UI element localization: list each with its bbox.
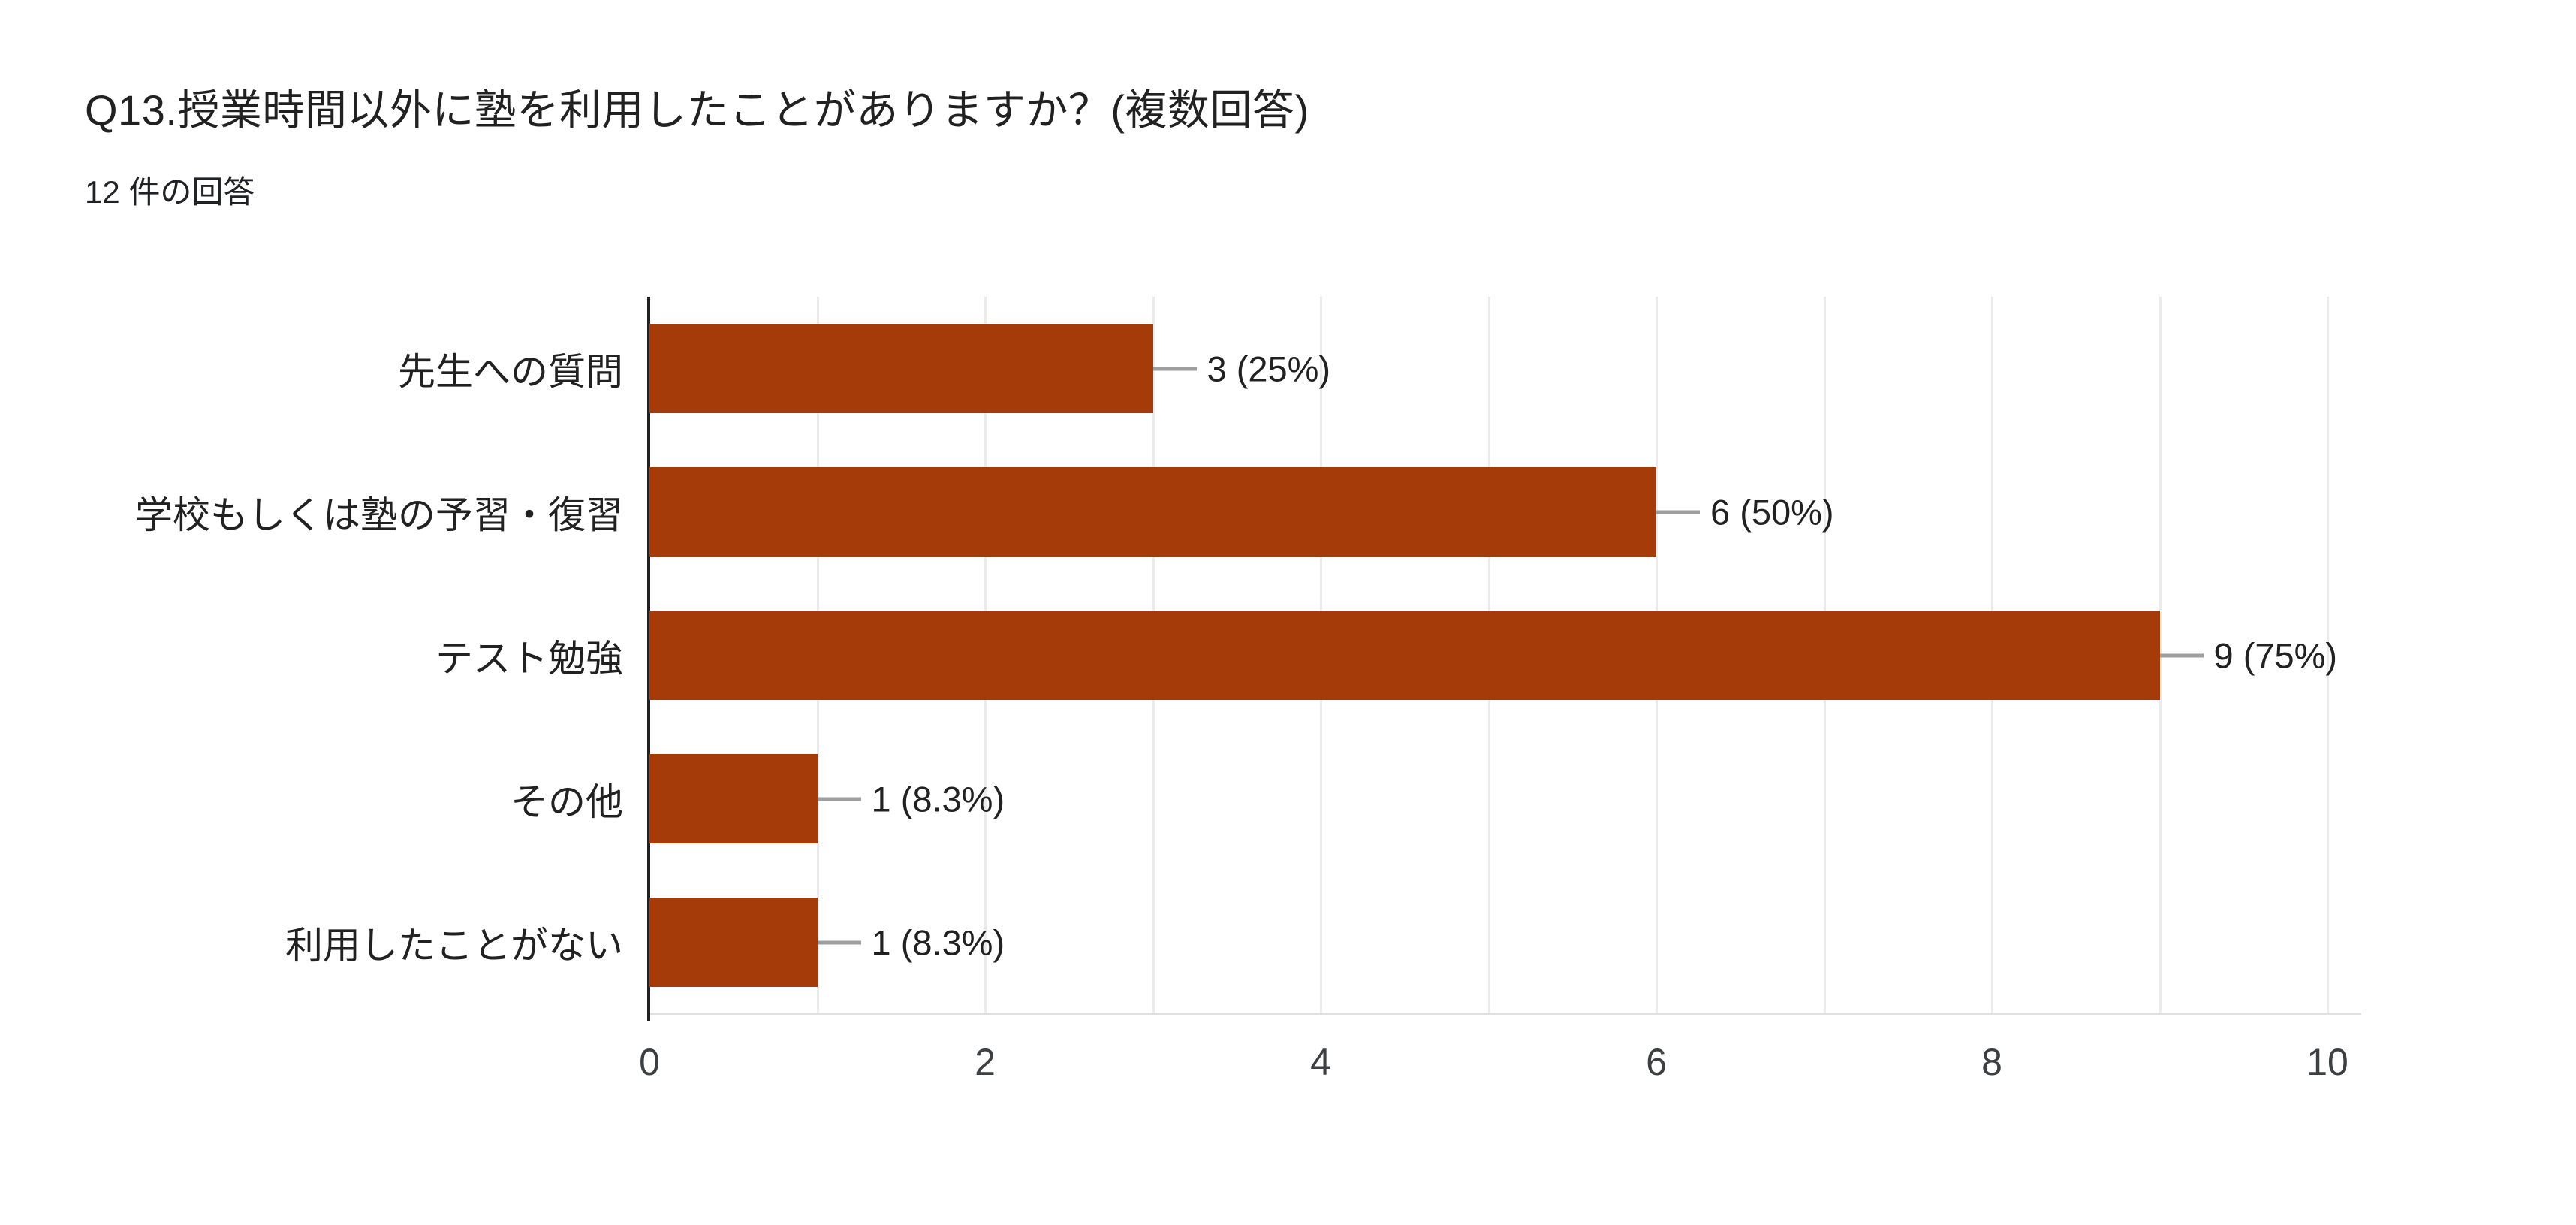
bar [649,324,1153,413]
category-label: テスト勉強 [435,637,623,680]
x-tick-label: 4 [1310,1041,1331,1083]
bar-row: 3 (25%) [649,297,2327,440]
category-label: 学校もしくは塾の予習・復習 [135,493,623,536]
value-label: 3 (25%) [1207,348,1331,388]
bar-annotation: 9 (75%) [2159,635,2338,676]
leader-line [817,797,861,801]
bar-row: 9 (75%) [649,584,2337,727]
x-axis-baseline [649,1013,2361,1015]
bar-row: 1 (8.3%) [649,727,2327,870]
category-label: 先生への質問 [398,350,623,393]
plot-area: 3 (25%) 6 (50%) 9 (75%) 1 (8.3%) [647,297,2361,1021]
x-tick-label: 8 [1981,1041,2002,1083]
bar-annotation: 6 (50%) [1656,491,1834,533]
gridline [2327,297,2329,1014]
bar-row: 1 (8.3%) [649,870,2327,1014]
value-label: 1 (8.3%) [871,922,1005,962]
leader-line [2159,653,2204,657]
leader-line [1152,367,1197,370]
category-label: その他 [511,780,623,823]
bar [649,898,818,987]
bar [649,611,2160,700]
category-axis: 先生への質問 学校もしくは塾の予習・復習 テスト勉強 その他 利用したことがない [0,297,623,1014]
x-tick-label: 6 [1646,1041,1667,1083]
leader-line [1656,510,1700,514]
value-label: 1 (8.3%) [871,779,1005,819]
x-tick-label: 0 [639,1041,660,1083]
bar-annotation: 1 (8.3%) [817,778,1005,819]
x-axis-ticks: 0 2 4 6 8 10 [639,1040,2349,1093]
bar [649,754,818,843]
value-label: 6 (50%) [1710,492,1834,532]
bar-annotation: 1 (8.3%) [817,922,1005,963]
x-tick-label: 10 [2306,1041,2349,1083]
chart-title: Q13.授業時間以外に塾を利用したことがありますか？(複数回答) [85,86,1309,134]
bar [649,467,1656,557]
y-axis-line [647,297,650,1021]
bar-annotation: 3 (25%) [1152,348,1331,389]
response-count: 12 件の回答 [85,174,255,210]
bar-row: 6 (50%) [649,440,2327,584]
value-label: 9 (75%) [2213,635,2338,675]
x-tick-label: 2 [975,1041,996,1083]
category-label: 利用したことがない [285,924,623,967]
leader-line [817,940,861,944]
